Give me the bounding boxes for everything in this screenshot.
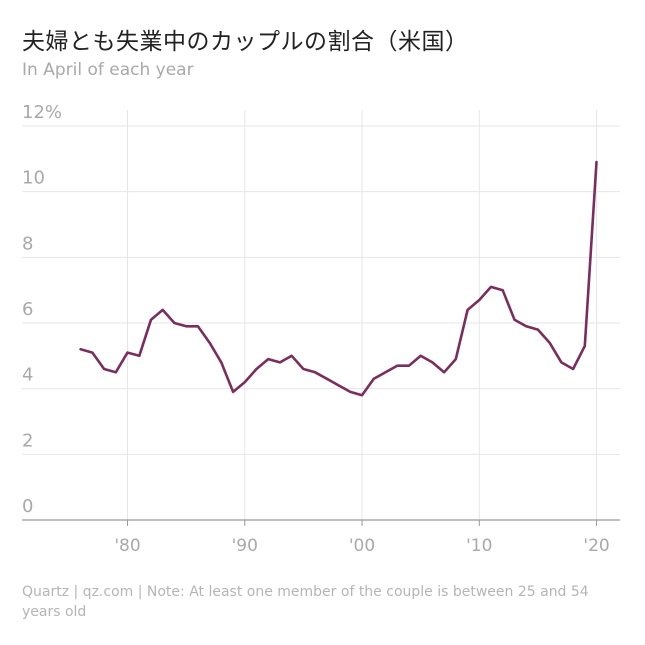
x-tick-label: '20 [583, 536, 609, 556]
x-tick-label: '00 [349, 536, 375, 556]
data-point [244, 381, 247, 384]
data-point [314, 371, 317, 374]
data-point [115, 371, 118, 374]
data-point [373, 378, 376, 381]
data-point [302, 368, 305, 371]
data-point [208, 341, 211, 344]
data-point [466, 309, 469, 312]
data-point [255, 368, 258, 371]
y-tick-label: 8 [22, 233, 33, 254]
data-point [103, 368, 106, 371]
data-point [419, 355, 422, 358]
data-point [150, 318, 153, 321]
y-tick-label: 4 [22, 365, 33, 386]
y-tick-label: 0 [22, 496, 33, 517]
data-point [337, 384, 340, 387]
data-point [408, 364, 411, 367]
data-point [349, 391, 352, 394]
data-point [455, 358, 458, 361]
data-point [232, 391, 235, 394]
x-tick-label: '10 [466, 536, 492, 556]
data-point [396, 364, 399, 367]
data-point [161, 309, 164, 312]
data-point [79, 348, 82, 351]
data-point [326, 378, 329, 381]
data-point [443, 371, 446, 374]
data-point [384, 371, 387, 374]
data-point [197, 325, 200, 328]
data-point [595, 161, 598, 164]
data-point [490, 286, 493, 289]
data-point [431, 361, 434, 364]
data-point [279, 361, 282, 364]
data-point [548, 341, 551, 344]
data-point [572, 368, 575, 371]
series-layer [79, 160, 598, 397]
data-point [584, 345, 587, 348]
grid-layer [22, 110, 620, 521]
data-point [537, 328, 540, 331]
source-note: Quartz | qz.com | Note: At least one mem… [22, 584, 589, 620]
data-point [220, 361, 223, 364]
data-point [138, 355, 141, 358]
data-point [91, 351, 94, 354]
x-tick-label: '90 [232, 536, 258, 556]
y-tick-label: 12% [22, 102, 62, 123]
data-point [501, 289, 504, 292]
y-tick-label: 6 [22, 299, 33, 320]
x-tick-label: '80 [114, 536, 140, 556]
series-line [79, 160, 598, 397]
data-point [560, 361, 563, 364]
data-point [126, 351, 129, 354]
chart-title: 夫婦とも失業中のカップルの割合（米国） [22, 29, 469, 55]
data-point [185, 325, 188, 328]
y-tick-label: 10 [22, 168, 45, 189]
data-point [173, 322, 176, 325]
data-point [513, 318, 516, 321]
data-point [361, 394, 364, 397]
data-point [478, 299, 481, 302]
data-point [267, 358, 270, 361]
chart-subtitle: In April of each year [22, 60, 194, 80]
data-point [525, 325, 528, 328]
data-point [290, 355, 293, 358]
y-tick-label: 2 [22, 430, 33, 451]
tick-layer: 0 2 4 6 8 10 12% '80 '90 '00 '10 '20 [22, 102, 610, 556]
